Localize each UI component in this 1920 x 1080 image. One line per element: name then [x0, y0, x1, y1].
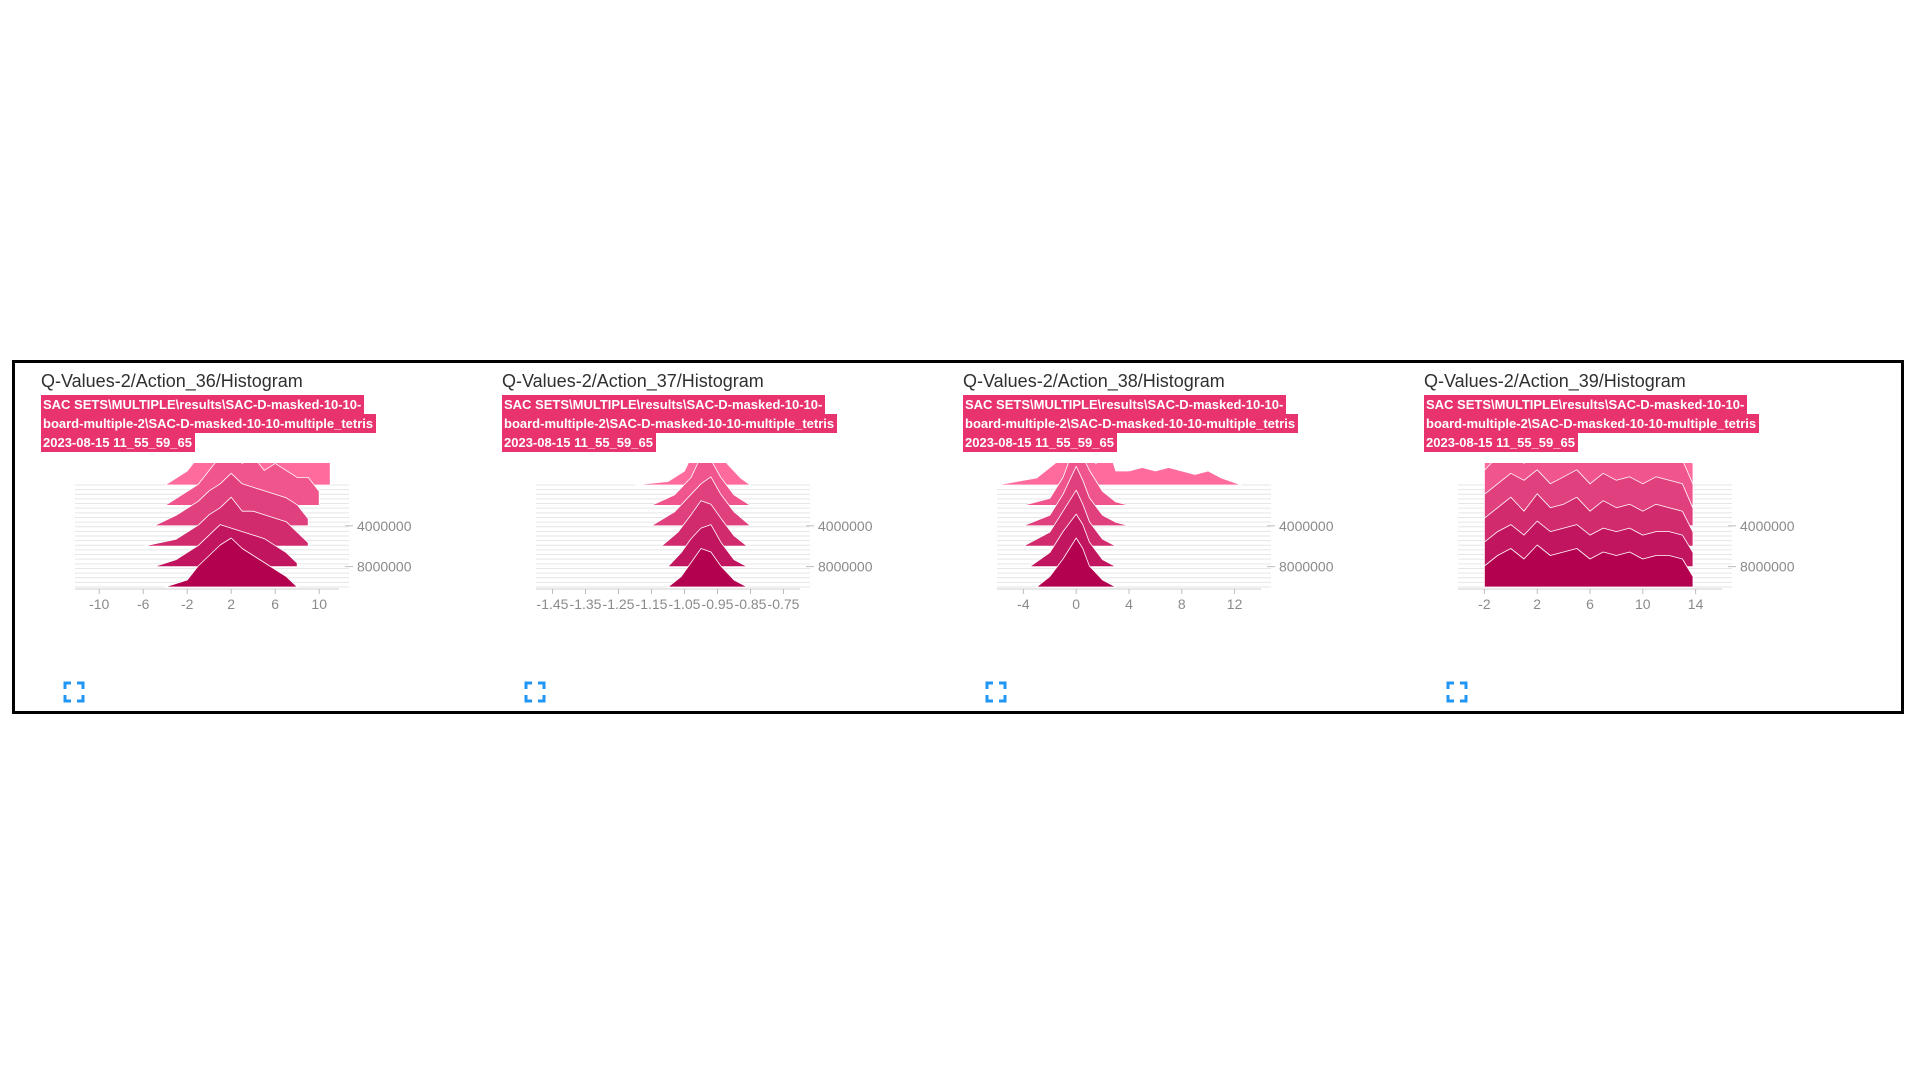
x-tick-label: 10 [1635, 596, 1651, 612]
x-tick-label: -1.35 [570, 596, 602, 612]
y-tick-label: 8000000 [1279, 559, 1334, 575]
x-tick-label: -2 [181, 596, 194, 612]
histogram-slice [164, 537, 298, 588]
x-tick-label: -10 [89, 596, 109, 612]
x-tick-label: 4 [1125, 596, 1133, 612]
histogram-slice [667, 548, 748, 588]
histogram-slice [667, 524, 748, 567]
x-tick-label: -6 [137, 596, 150, 612]
x-tick-label: -1.45 [537, 596, 569, 612]
y-tick-label: 4000000 [1740, 518, 1795, 534]
histogram-chart: -1.45 -1.35 -1.25 -1.15 -1.05 -0.95 -0.85 -0.75… [536, 463, 873, 612]
x-tick-label: 6 [1586, 596, 1594, 612]
run-label: SAC SETS\MULTIPLE\results\SAC-D-masked-1… [963, 395, 1333, 455]
histogram-slice [1036, 537, 1117, 588]
x-tick-label: -1.25 [603, 596, 635, 612]
histogram-slice [1029, 513, 1117, 567]
x-tick-label: 14 [1688, 596, 1704, 612]
histogram-chart: -10 -6 -2 2 6 10 4000000 8000000 [75, 463, 412, 612]
run-label-line: SAC SETS\MULTIPLE\results\SAC-D-masked-1… [41, 395, 365, 414]
y-tick-label: 8000000 [818, 559, 873, 575]
x-tick-label: -1.05 [669, 596, 701, 612]
histogram-card-action-39: Q-Values-2/Action_39/Histogram SAC SETS\… [1410, 363, 1870, 711]
histogram-slice [142, 496, 309, 547]
run-label: SAC SETS\MULTIPLE\results\SAC-D-masked-1… [1424, 395, 1794, 455]
histogram-chart: -2 2 6 10 14 4000000 8000000 [1458, 463, 1795, 612]
card-title: Q-Values-2/Action_37/Histogram [502, 371, 764, 391]
y-tick-label: 4000000 [818, 518, 873, 534]
run-label-line: board-multiple-2\SAC-D-masked-10-10-mult… [1424, 414, 1760, 433]
x-tick-label: -4 [1017, 596, 1030, 612]
x-tick-label: -2 [1478, 596, 1491, 612]
fullscreen-icon[interactable] [985, 681, 1007, 703]
run-label-line: SAC SETS\MULTIPLE\results\SAC-D-masked-1… [502, 395, 826, 414]
x-tick-label: -1.15 [636, 596, 668, 612]
run-label: SAC SETS\MULTIPLE\results\SAC-D-masked-1… [502, 395, 872, 455]
run-label-line: board-multiple-2\SAC-D-masked-10-10-mult… [963, 414, 1299, 433]
histogram-slice [1023, 489, 1117, 547]
run-label: SAC SETS\MULTIPLE\results\SAC-D-masked-1… [41, 395, 411, 455]
run-label-line: 2023-08-15 11_55_59_65 [963, 433, 1117, 452]
x-tick-label: -0.75 [768, 596, 800, 612]
run-label-line: 2023-08-15 11_55_59_65 [1424, 433, 1578, 452]
histogram-slice [1484, 544, 1694, 588]
x-tick-label: 2 [227, 596, 235, 612]
x-tick-label: 12 [1227, 596, 1243, 612]
x-tick-label: 2 [1533, 596, 1541, 612]
x-tick-label: -0.85 [735, 596, 767, 612]
histogram-slice [996, 463, 1242, 486]
y-tick-label: 8000000 [1740, 559, 1795, 575]
histogram-chart: -4 0 4 8 12 4000000 8000000 [996, 463, 1334, 612]
histogram-card-action-38: Q-Values-2/Action_38/Histogram SAC SETS\… [949, 363, 1409, 711]
y-tick-label: 4000000 [1279, 518, 1334, 534]
x-tick-label: 0 [1072, 596, 1080, 612]
card-title: Q-Values-2/Action_38/Histogram [963, 371, 1225, 391]
card-title: Q-Values-2/Action_36/Histogram [41, 371, 303, 391]
fullscreen-icon[interactable] [63, 681, 85, 703]
run-label-line: board-multiple-2\SAC-D-masked-10-10-mult… [502, 414, 838, 433]
card-title: Q-Values-2/Action_39/Histogram [1424, 371, 1686, 391]
x-tick-label: -0.95 [702, 596, 734, 612]
y-tick-label: 8000000 [357, 559, 412, 575]
histogram-panel-group: Q-Values-2/Action_36/Histogram SAC SETS\… [12, 360, 1904, 714]
x-tick-label: 8 [1178, 596, 1186, 612]
run-label-line: board-multiple-2\SAC-D-masked-10-10-mult… [41, 414, 377, 433]
fullscreen-icon[interactable] [1446, 681, 1468, 703]
fullscreen-icon[interactable] [524, 681, 546, 703]
histogram-slice [661, 500, 748, 547]
run-label-line: 2023-08-15 11_55_59_65 [41, 433, 195, 452]
run-label-line: 2023-08-15 11_55_59_65 [502, 433, 656, 452]
y-tick-label: 4000000 [357, 518, 412, 534]
run-label-line: SAC SETS\MULTIPLE\results\SAC-D-masked-1… [963, 395, 1287, 414]
x-tick-label: 10 [311, 596, 327, 612]
x-tick-label: 6 [271, 596, 279, 612]
histogram-card-action-37: Q-Values-2/Action_37/Histogram SAC SETS\… [488, 363, 948, 711]
histogram-card-action-36: Q-Values-2/Action_36/Histogram SAC SETS\… [27, 363, 487, 711]
run-label-line: SAC SETS\MULTIPLE\results\SAC-D-masked-1… [1424, 395, 1748, 414]
